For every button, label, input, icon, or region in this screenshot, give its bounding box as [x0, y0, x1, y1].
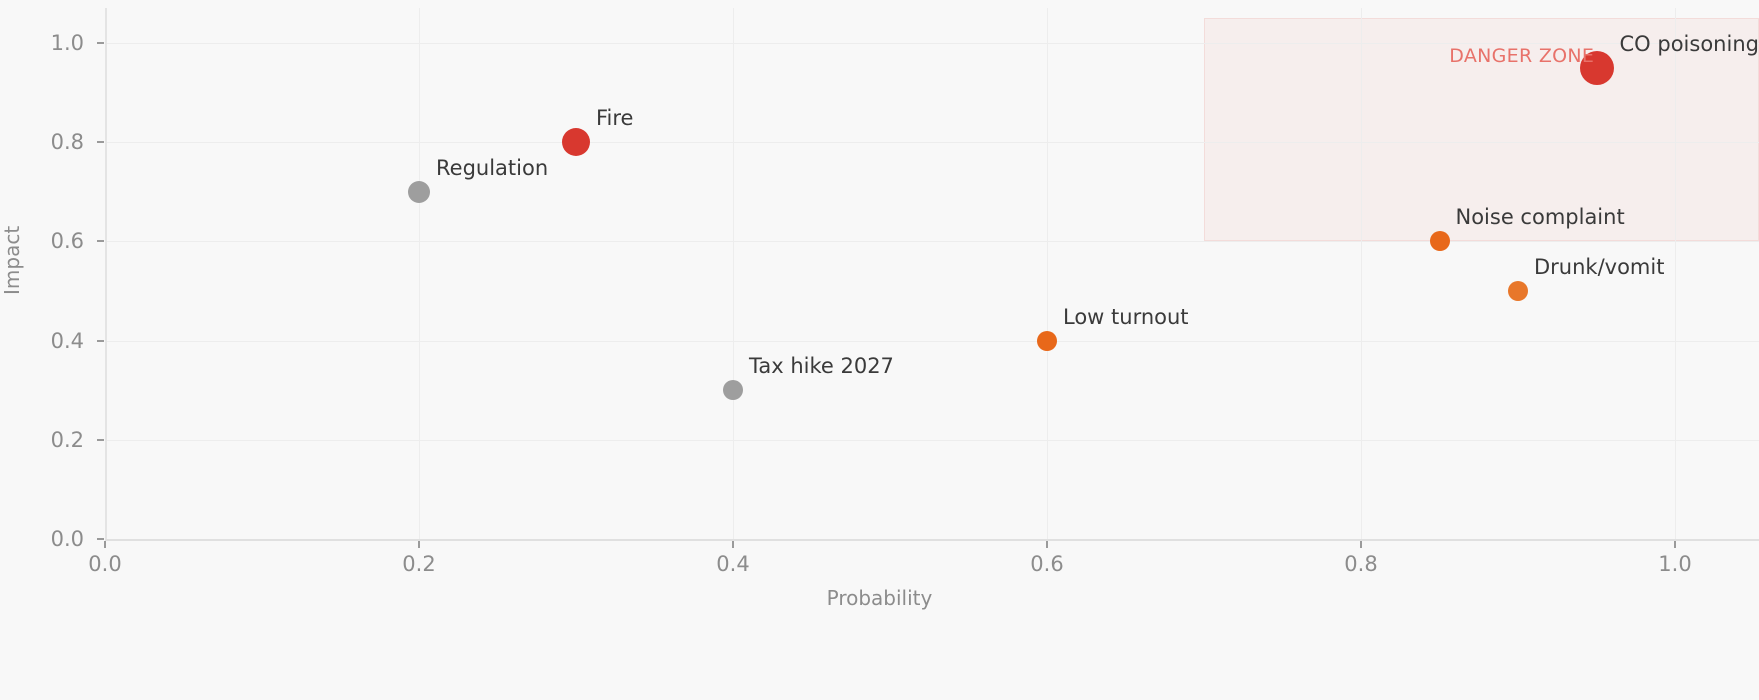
- danger-zone-label: DANGER ZONE: [1449, 45, 1595, 68]
- danger-zone-region: [1204, 18, 1759, 242]
- gridline-horizontal: [105, 142, 1759, 144]
- x-tick-label: 0.4: [716, 552, 750, 576]
- y-tick-label: 0.8: [50, 130, 84, 155]
- gridline-vertical: [1675, 8, 1676, 539]
- y-tick-mark: [97, 42, 104, 44]
- x-tick-mark: [418, 541, 420, 548]
- gridline-horizontal: [105, 439, 1759, 441]
- x-tick-label: 0.2: [402, 552, 436, 576]
- y-tick-mark: [97, 438, 104, 441]
- x-tick-mark: [732, 541, 734, 548]
- x-axis-label: Probability: [826, 586, 933, 610]
- data-point[interactable]: [1508, 281, 1528, 301]
- y-tick-label: 0.0: [50, 527, 84, 551]
- y-tick-label: 1.0: [50, 31, 84, 55]
- gridline-horizontal: [105, 241, 1759, 243]
- x-tick-mark: [1046, 541, 1048, 548]
- x-tick-mark: [1360, 541, 1362, 548]
- data-point-label: Low turnout: [1063, 304, 1189, 329]
- x-axis-spine: [105, 539, 1759, 541]
- plot-area: [105, 8, 1759, 540]
- gridline-vertical: [419, 8, 420, 539]
- x-tick-label: 1.0: [1658, 552, 1692, 576]
- gridline-vertical: [1361, 8, 1362, 539]
- data-point-label: Regulation: [436, 155, 549, 180]
- y-tick-mark: [97, 339, 104, 342]
- data-point-label: Fire: [596, 106, 634, 131]
- gridline-horizontal: [105, 340, 1759, 342]
- y-tick-mark: [97, 538, 104, 540]
- y-axis-spine: [105, 8, 107, 541]
- data-point[interactable]: [1429, 231, 1450, 252]
- y-tick-mark: [97, 141, 104, 144]
- y-axis-label: Impact: [0, 225, 24, 295]
- data-point[interactable]: [408, 180, 430, 203]
- data-point-label: Noise complaint: [1455, 205, 1625, 230]
- data-point-label: Tax hike 2027: [749, 354, 894, 379]
- gridline-vertical: [733, 8, 734, 539]
- data-point-label: CO poisoning: [1619, 31, 1759, 56]
- data-point[interactable]: [1579, 50, 1614, 85]
- y-tick-label: 0.2: [50, 427, 84, 452]
- data-point[interactable]: [562, 128, 590, 157]
- x-tick-mark: [1674, 541, 1676, 548]
- x-tick-label: 0.8: [1344, 552, 1378, 576]
- data-point[interactable]: [723, 380, 743, 401]
- data-point[interactable]: [1037, 330, 1057, 351]
- x-tick-label: 0.0: [88, 552, 122, 576]
- y-tick-mark: [97, 240, 104, 243]
- data-point-label: Drunk/vomit: [1534, 255, 1665, 279]
- gridline-vertical: [1047, 8, 1048, 539]
- y-tick-label: 0.6: [50, 229, 84, 254]
- x-tick-label: 0.6: [1030, 552, 1064, 576]
- x-tick-mark: [104, 541, 106, 548]
- gridline-horizontal: [105, 43, 1759, 44]
- y-tick-label: 0.4: [50, 328, 84, 353]
